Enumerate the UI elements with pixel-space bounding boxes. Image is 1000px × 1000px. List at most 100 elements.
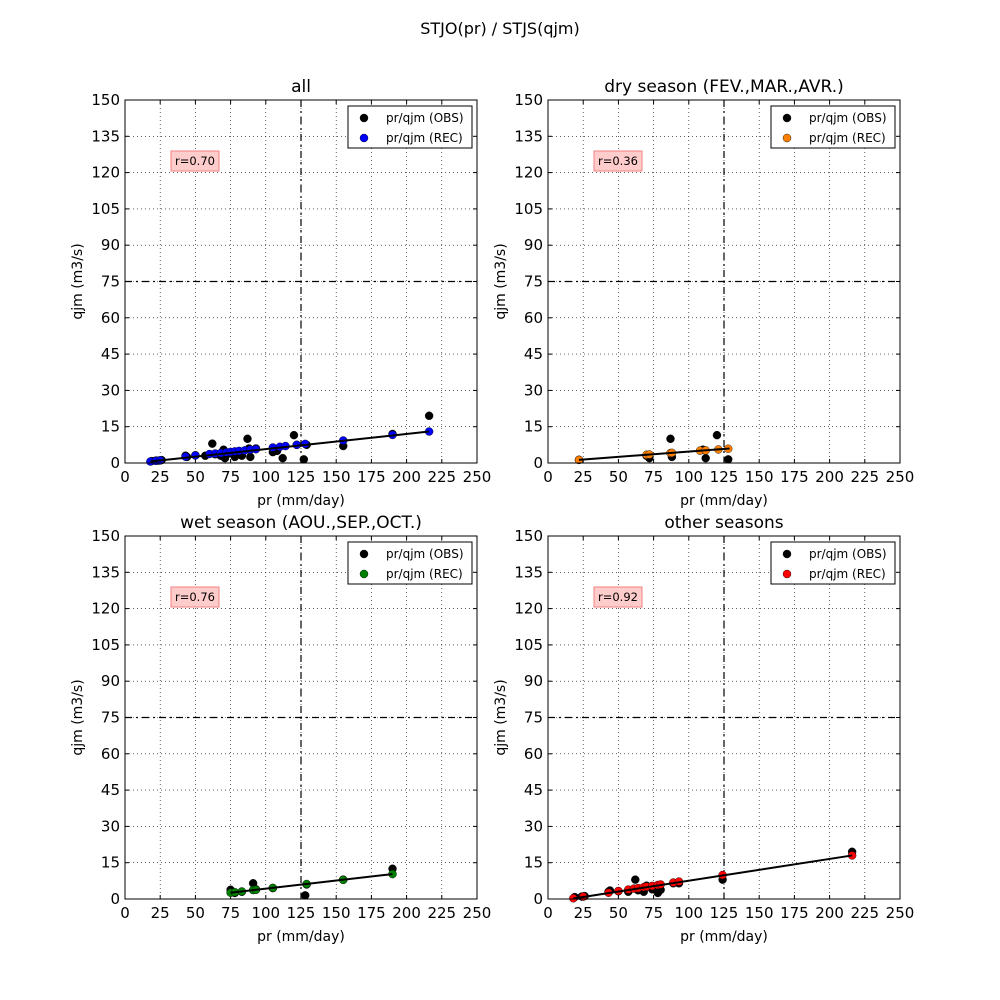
fit-line xyxy=(578,447,730,461)
y-tick-label: 15 xyxy=(524,854,543,872)
x-tick-label: 50 xyxy=(186,468,205,486)
y-tick-label: 135 xyxy=(514,127,543,145)
x-tick-label: 100 xyxy=(674,468,703,486)
legend-label: pr/qjm (REC) xyxy=(386,131,463,145)
x-axis-label: pr (mm/day) xyxy=(257,493,345,509)
plot-frame xyxy=(547,99,901,464)
x-tick-label: 75 xyxy=(644,468,663,486)
y-tick-label: 90 xyxy=(101,672,120,690)
x-tick-label: 175 xyxy=(357,468,386,486)
y-tick-label: 15 xyxy=(101,418,120,436)
y-tick-label: 120 xyxy=(91,164,120,182)
y-tick-label: 105 xyxy=(514,200,543,218)
legend-marker xyxy=(782,569,792,579)
y-tick-label: 60 xyxy=(101,745,120,763)
y-tick-label: 0 xyxy=(533,454,543,472)
y-tick-label: 60 xyxy=(524,745,543,763)
x-tick-label: 175 xyxy=(780,468,809,486)
legend-label: pr/qjm (REC) xyxy=(809,131,886,145)
data-point xyxy=(701,453,710,463)
x-tick-label: 25 xyxy=(151,468,170,486)
correlation-box xyxy=(593,150,643,172)
legend-label: pr/qjm (OBS) xyxy=(386,111,464,125)
x-tick-label: 100 xyxy=(251,904,280,922)
x-tick-label: 175 xyxy=(780,904,809,922)
x-tick-label: 100 xyxy=(674,904,703,922)
x-tick-label: 75 xyxy=(644,904,663,922)
y-tick-label: 90 xyxy=(101,236,120,254)
y-tick-label: 45 xyxy=(524,345,543,363)
y-tick-label: 120 xyxy=(514,164,543,182)
x-tick-label: 200 xyxy=(392,468,421,486)
correlation-label: r=0.36 xyxy=(598,154,638,168)
correlation-box xyxy=(170,586,220,608)
x-tick-label: 0 xyxy=(120,468,130,486)
panel-2: dry season (FEV.,MAR.,AVR.) 0 25 50 75 100 125… xyxy=(493,77,914,509)
y-tick-label: 75 xyxy=(101,273,120,291)
plot-frame xyxy=(547,535,901,900)
y-tick-label: 120 xyxy=(514,600,543,618)
panel-1: all 0 25 50 75 100 125 150 175 200 225 250 0 15 30 45 60… xyxy=(70,77,491,509)
y-tick-label: 75 xyxy=(524,273,543,291)
data-point xyxy=(243,434,252,443)
legend-marker xyxy=(359,113,369,123)
x-axis-label: pr (mm/day) xyxy=(257,929,345,945)
y-tick-label: 15 xyxy=(524,418,543,436)
panel-title: all xyxy=(291,77,311,97)
y-tick-label: 105 xyxy=(91,636,120,654)
panel-title: other seasons xyxy=(664,513,783,533)
x-tick-label: 50 xyxy=(186,904,205,922)
x-tick-label: 250 xyxy=(886,468,915,486)
x-tick-label: 25 xyxy=(151,904,170,922)
legend-marker xyxy=(359,133,369,143)
y-tick-label: 0 xyxy=(110,454,120,472)
x-tick-label: 125 xyxy=(287,904,316,922)
x-tick-label: 25 xyxy=(574,904,593,922)
x-tick-label: 75 xyxy=(221,904,240,922)
x-tick-label: 0 xyxy=(120,904,130,922)
y-tick-label: 135 xyxy=(514,563,543,581)
y-tick-label: 0 xyxy=(533,890,543,908)
x-tick-label: 225 xyxy=(850,904,879,922)
legend-box xyxy=(770,105,896,149)
x-tick-label: 225 xyxy=(427,468,456,486)
y-tick-label: 150 xyxy=(514,527,543,545)
x-tick-label: 125 xyxy=(710,904,739,922)
data-point xyxy=(289,430,299,440)
x-tick-label: 150 xyxy=(322,904,351,922)
plot-frame xyxy=(124,535,478,900)
x-tick-label: 225 xyxy=(427,904,456,922)
x-tick-label: 200 xyxy=(815,468,844,486)
legend-box xyxy=(347,541,473,585)
panel-title: wet season (AOU.,SEP.,OCT.) xyxy=(180,513,422,533)
data-point xyxy=(208,439,217,448)
y-tick-label: 60 xyxy=(524,309,543,327)
legend-marker xyxy=(359,549,369,559)
plot-frame xyxy=(124,99,478,464)
x-tick-label: 150 xyxy=(745,468,774,486)
y-tick-label: 30 xyxy=(101,817,120,835)
data-point xyxy=(301,891,310,900)
y-tick-label: 135 xyxy=(91,563,120,581)
y-tick-label: 150 xyxy=(91,527,120,545)
correlation-box xyxy=(593,586,643,608)
x-tick-label: 50 xyxy=(609,468,628,486)
fit-line xyxy=(150,430,430,463)
data-point xyxy=(631,875,640,884)
x-tick-label: 250 xyxy=(463,904,492,922)
y-tick-label: 90 xyxy=(524,236,543,254)
legend-marker xyxy=(782,133,792,143)
y-tick-label: 75 xyxy=(524,709,543,727)
x-tick-label: 250 xyxy=(886,904,915,922)
x-tick-label: 25 xyxy=(574,468,593,486)
correlation-box xyxy=(170,150,220,172)
y-tick-label: 45 xyxy=(524,781,543,799)
data-point xyxy=(246,452,255,462)
panel-title: dry season (FEV.,MAR.,AVR.) xyxy=(604,77,844,97)
x-tick-label: 50 xyxy=(609,904,628,922)
correlation-label: r=0.92 xyxy=(598,590,638,604)
y-tick-label: 105 xyxy=(91,200,120,218)
legend-marker xyxy=(782,549,792,559)
